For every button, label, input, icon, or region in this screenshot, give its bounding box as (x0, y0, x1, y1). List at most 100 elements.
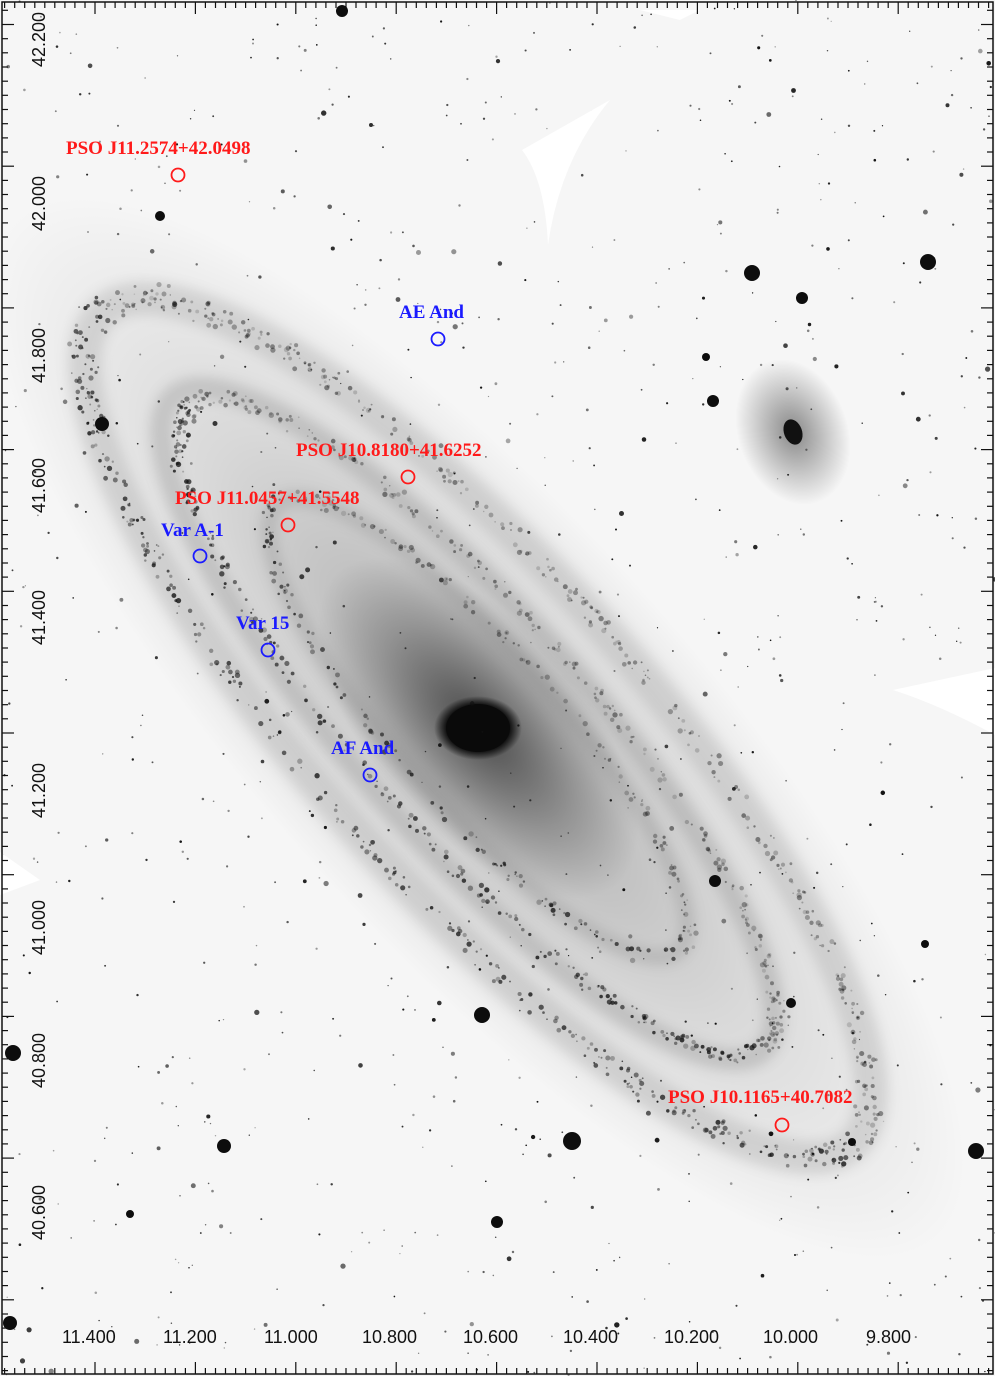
field-star (211, 593, 214, 596)
arm-clump (608, 1003, 611, 1005)
arm-clump (181, 456, 184, 458)
field-star (625, 1317, 628, 1320)
field-star (896, 1064, 899, 1067)
arm-clump (120, 505, 126, 511)
field-star (475, 950, 478, 953)
arm-clump (557, 580, 559, 583)
arm-clump (519, 549, 523, 553)
field-star (563, 361, 565, 363)
field-star (384, 42, 387, 45)
arm-clump (727, 796, 732, 801)
arm-clump (597, 984, 600, 987)
arm-clump (285, 599, 289, 603)
arm-clump (744, 916, 750, 921)
field-star (725, 269, 728, 273)
arm-clump (645, 811, 650, 816)
field-star (409, 423, 412, 425)
arm-clump (187, 308, 192, 313)
arm-clump (556, 1027, 562, 1033)
field-star (874, 597, 877, 599)
arm-clump (864, 1133, 867, 1136)
arm-clump (288, 356, 292, 361)
arm-clump (408, 435, 411, 438)
arm-clump (452, 480, 458, 485)
field-star (511, 1250, 515, 1254)
y-tick-label: 41.400 (29, 589, 49, 645)
arm-clump (584, 972, 589, 977)
arm-clump (512, 542, 518, 548)
arm-clump (210, 543, 215, 548)
field-star (934, 634, 937, 636)
arm-clump (159, 298, 162, 301)
arm-clump (161, 291, 167, 297)
field-star (811, 244, 814, 247)
arm-clump (306, 641, 310, 644)
arm-clump (298, 427, 300, 430)
arm-clump (865, 1084, 868, 1087)
arm-clump (845, 1131, 850, 1137)
field-star (406, 995, 409, 998)
field-star (843, 1155, 849, 1161)
field-star (988, 115, 990, 117)
arm-clump (706, 1047, 712, 1052)
field-star (619, 45, 621, 47)
field-star (567, 954, 570, 957)
arm-clump (858, 1113, 861, 1116)
arm-clump (593, 1063, 599, 1068)
field-star (141, 714, 144, 717)
field-star (224, 1341, 227, 1344)
arm-clump (525, 551, 530, 556)
arm-clump (384, 740, 390, 746)
field-star (781, 1038, 784, 1041)
arm-clump (642, 678, 645, 682)
field-star (984, 953, 987, 956)
field-star (956, 640, 958, 642)
y-tick-label: 40.800 (29, 1032, 49, 1088)
field-star (919, 281, 922, 284)
arm-clump (363, 713, 368, 719)
field-star (841, 728, 843, 731)
arm-clump (169, 464, 173, 468)
field-star (315, 731, 319, 734)
arm-clump (175, 426, 178, 429)
arm-clump (855, 1147, 860, 1152)
field-star (254, 1127, 256, 1129)
arm-clump (595, 749, 598, 752)
arm-clump (367, 773, 369, 776)
arm-clump (774, 1016, 777, 1019)
arm-clump (768, 1039, 771, 1042)
arm-clump (600, 1056, 603, 1059)
arm-clump (555, 951, 560, 956)
arm-clump (675, 1035, 681, 1041)
arm-clump (185, 484, 190, 489)
arm-clump (865, 1121, 870, 1126)
arm-clump (687, 1113, 691, 1118)
arm-clump (198, 388, 204, 394)
field-star (740, 751, 743, 754)
arm-clump (856, 1056, 859, 1059)
x-tick-label: 10.200 (664, 1327, 720, 1347)
arm-clump (747, 931, 751, 935)
field-star (277, 492, 280, 495)
field-star (412, 244, 415, 248)
arm-clump (558, 908, 561, 910)
arm-clump (78, 330, 83, 335)
arm-clump (284, 660, 290, 666)
field-star (36, 861, 39, 863)
arm-clump (358, 399, 360, 401)
arm-clump (768, 1021, 774, 1027)
field-star (616, 593, 620, 596)
arm-clump (814, 1159, 818, 1163)
arm-clump (720, 1120, 725, 1125)
field-star (759, 871, 761, 874)
arm-clump (370, 839, 375, 845)
arm-clump (759, 1042, 764, 1047)
arm-clump (309, 644, 315, 649)
field-star (201, 797, 205, 801)
arm-clump (180, 399, 184, 404)
arm-clump (616, 639, 621, 645)
field-star (533, 31, 535, 34)
arm-clump (769, 992, 772, 995)
arm-clump (505, 631, 508, 635)
field-star (838, 268, 840, 270)
